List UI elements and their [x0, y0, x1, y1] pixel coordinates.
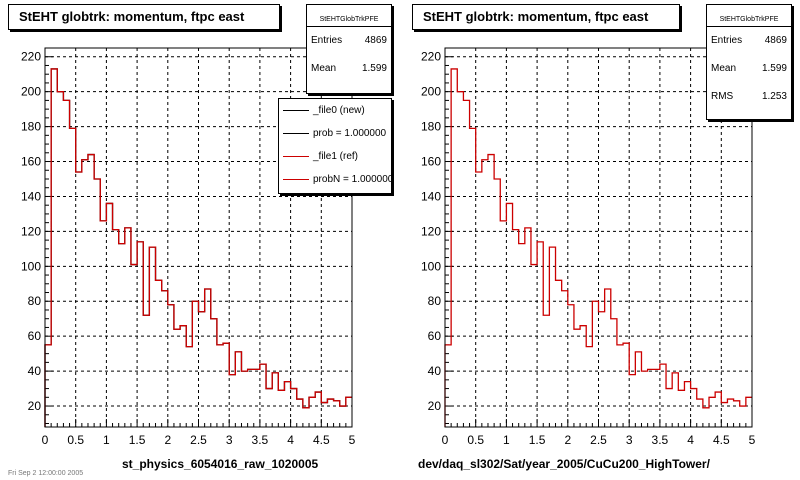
footer-timestamp: Fri Sep 2 12:00:00 2005 — [8, 470, 84, 477]
stats-label: Entries — [311, 35, 343, 46]
x-tick-label: 0 — [442, 433, 449, 447]
stats-name: StEHTGlobTrkPFE — [707, 5, 791, 27]
stats-name: StEHTGlobTrkPFE — [307, 5, 391, 27]
x-tick-label: 4 — [687, 433, 694, 447]
x-tick-label: 1.5 — [129, 433, 146, 447]
x-tick-label: 0.5 — [67, 433, 84, 447]
x-tick-label: 3.5 — [652, 433, 669, 447]
x-tick-label: 4.5 — [713, 433, 730, 447]
x-tick-label: 2 — [564, 433, 571, 447]
x-tick-label: 2.5 — [190, 433, 207, 447]
y-tick-label: 200 — [21, 85, 41, 99]
x-tick-label: 4.5 — [313, 433, 330, 447]
y-tick-label: 80 — [28, 294, 42, 308]
y-tick-label: 100 — [21, 259, 41, 273]
legend-entry: probN = 1.000000 — [279, 168, 391, 191]
x-tick-label: 4 — [287, 433, 294, 447]
plot-frame — [44, 47, 353, 428]
x-tick-label: 0.5 — [467, 433, 484, 447]
y-tick-label: 160 — [421, 155, 441, 169]
legend-entry: prob = 1.000000 — [279, 122, 391, 145]
legend-swatch — [283, 133, 309, 134]
y-tick-label: 80 — [428, 294, 442, 308]
histogram-plot-left: 0 0.5 1 1.5 2 2.5 3 3.5 4 4.5 5 20 40 60 80 100 120 140 16… — [21, 47, 356, 447]
y-tick-label: 40 — [28, 364, 42, 378]
legend-swatch — [283, 156, 309, 157]
y-tick-label: 220 — [421, 50, 441, 64]
x-tick-label: 1 — [503, 433, 510, 447]
plot-title-left: StEHT globtrk: momentum, ftpc east — [8, 4, 280, 30]
x-tick-label: 3 — [626, 433, 633, 447]
legend-entry: _file0 (new) — [279, 99, 391, 122]
stats-value: 4869 — [364, 35, 387, 46]
y-tick-label: 120 — [421, 224, 441, 238]
x-tick-label: 1.5 — [529, 433, 546, 447]
y-tick-label: 40 — [428, 364, 442, 378]
x-tick-label: 3 — [226, 433, 233, 447]
y-tick-label: 20 — [28, 399, 42, 413]
stats-label: Mean — [711, 63, 737, 74]
stats-label: Mean — [311, 63, 337, 74]
x-tick-label: 3.5 — [252, 433, 269, 447]
stats-row-mean: Mean 1.599 — [307, 55, 391, 83]
stats-row-entries: Entries 4869 — [307, 27, 391, 55]
y-tick-label: 200 — [421, 85, 441, 99]
legend-entry: _file1 (ref) — [279, 145, 391, 168]
legend-box: _file0 (new) prob = 1.000000 _file1 (ref… — [278, 98, 392, 194]
legend-label: probN = 1.000000 — [313, 174, 392, 185]
x-tick-label: 5 — [749, 433, 756, 447]
plot-title-right: StEHT globtrk: momentum, ftpc east — [412, 4, 680, 30]
x-tick-label: 2.5 — [590, 433, 607, 447]
y-tick-label: 60 — [28, 329, 42, 343]
y-tick-label: 220 — [21, 50, 41, 64]
y-tick-label: 160 — [21, 155, 41, 169]
legend-swatch — [283, 179, 309, 180]
y-tick-label: 20 — [428, 399, 442, 413]
stats-label: RMS — [711, 91, 734, 102]
stats-box-left: StEHTGlobTrkPFE Entries 4869 Mean 1.599 — [306, 4, 392, 94]
x-tick-label: 0 — [42, 433, 49, 447]
x-axis-caption-right: dev/daq_sl302/Sat/year_2005/CuCu200_High… — [418, 457, 710, 471]
x-tick-label: 1 — [103, 433, 110, 447]
stats-label: Entries — [711, 35, 743, 46]
stats-value: 4869 — [764, 35, 787, 46]
y-tick-label: 120 — [21, 224, 41, 238]
stats-box-right: StEHTGlobTrkPFE Entries 4869 Mean 1.599 … — [706, 4, 792, 120]
legend-label: _file1 (ref) — [313, 151, 359, 162]
legend-swatch — [283, 110, 309, 111]
y-tick-label: 140 — [21, 189, 41, 203]
stats-value: 1.599 — [761, 63, 787, 74]
x-tick-label: 2 — [164, 433, 171, 447]
y-tick-label: 140 — [421, 189, 441, 203]
stats-row-entries: Entries 4869 — [707, 27, 791, 55]
stats-value: 1.253 — [761, 91, 787, 102]
y-tick-label: 60 — [428, 329, 442, 343]
legend-label: prob = 1.000000 — [313, 128, 387, 139]
histogram-plot-right: 0 0.5 1 1.5 2 2.5 3 3.5 4 4.5 5 20 40 60 80 100 120 140 16… — [421, 47, 756, 447]
stats-row-mean: Mean 1.599 — [707, 55, 791, 83]
plot-frame — [444, 47, 753, 428]
histogram-series-line — [444, 68, 752, 427]
stats-row-rms: RMS 1.253 — [707, 83, 791, 111]
histogram-series-line — [44, 68, 352, 427]
y-tick-label: 180 — [421, 120, 441, 134]
x-tick-label: 5 — [349, 433, 356, 447]
legend-label: _file0 (new) — [313, 105, 365, 116]
y-tick-label: 180 — [21, 120, 41, 134]
x-axis-caption-left: st_physics_6054016_raw_1020005 — [122, 457, 319, 471]
y-tick-label: 100 — [421, 259, 441, 273]
stats-value: 1.599 — [361, 63, 387, 74]
